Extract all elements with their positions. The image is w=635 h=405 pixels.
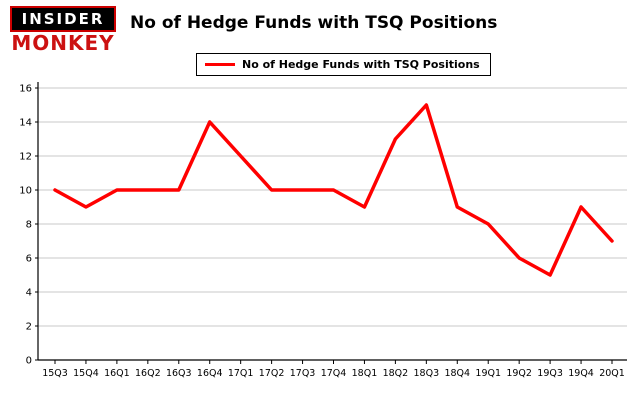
x-tick-label: 15Q4 bbox=[73, 368, 99, 379]
x-tick-label: 17Q3 bbox=[290, 368, 316, 379]
y-tick-label: 16 bbox=[19, 84, 32, 95]
x-tick-label: 16Q4 bbox=[197, 368, 223, 379]
x-tick-label: 17Q4 bbox=[321, 368, 347, 379]
legend-label: No of Hedge Funds with TSQ Positions bbox=[242, 58, 480, 71]
x-tick-label: 16Q2 bbox=[135, 368, 161, 379]
chart-title: No of Hedge Funds with TSQ Positions bbox=[130, 13, 498, 33]
x-tick-label: 19Q3 bbox=[537, 368, 563, 379]
x-tick-label: 19Q4 bbox=[568, 368, 594, 379]
y-tick-label: 8 bbox=[26, 220, 32, 231]
x-tick-label: 17Q1 bbox=[228, 368, 254, 379]
y-tick-label: 2 bbox=[26, 322, 32, 333]
series-line bbox=[53, 103, 614, 277]
y-tick-label: 12 bbox=[19, 152, 32, 163]
x-tick-label: 20Q1 bbox=[599, 368, 625, 379]
x-tick-label: 18Q2 bbox=[383, 368, 409, 379]
y-tick-label: 0 bbox=[26, 356, 32, 367]
chart-header: INSIDER MONKEY No of Hedge Funds with TS… bbox=[0, 0, 635, 84]
y-tick-label: 10 bbox=[19, 186, 32, 197]
insider-monkey-logo: INSIDER MONKEY bbox=[10, 6, 116, 54]
legend: No of Hedge Funds with TSQ Positions bbox=[196, 53, 491, 76]
x-tick-label: 16Q1 bbox=[104, 368, 130, 379]
x-tick-label: 17Q2 bbox=[259, 368, 285, 379]
x-tick-label: 19Q2 bbox=[506, 368, 532, 379]
y-tick-label: 14 bbox=[19, 118, 32, 129]
x-tick-label: 15Q3 bbox=[42, 368, 68, 379]
x-tick-label: 18Q3 bbox=[414, 368, 440, 379]
x-tick-label: 18Q1 bbox=[352, 368, 378, 379]
x-tick-label: 19Q1 bbox=[475, 368, 501, 379]
x-tick-label: 16Q3 bbox=[166, 368, 192, 379]
logo-monkey-text: MONKEY bbox=[11, 31, 115, 55]
logo-insider-text: INSIDER bbox=[10, 6, 116, 32]
y-tick-label: 4 bbox=[26, 288, 32, 299]
x-tick-label: 18Q4 bbox=[444, 368, 470, 379]
legend-line-swatch bbox=[205, 63, 235, 66]
y-tick-label: 6 bbox=[26, 254, 32, 265]
